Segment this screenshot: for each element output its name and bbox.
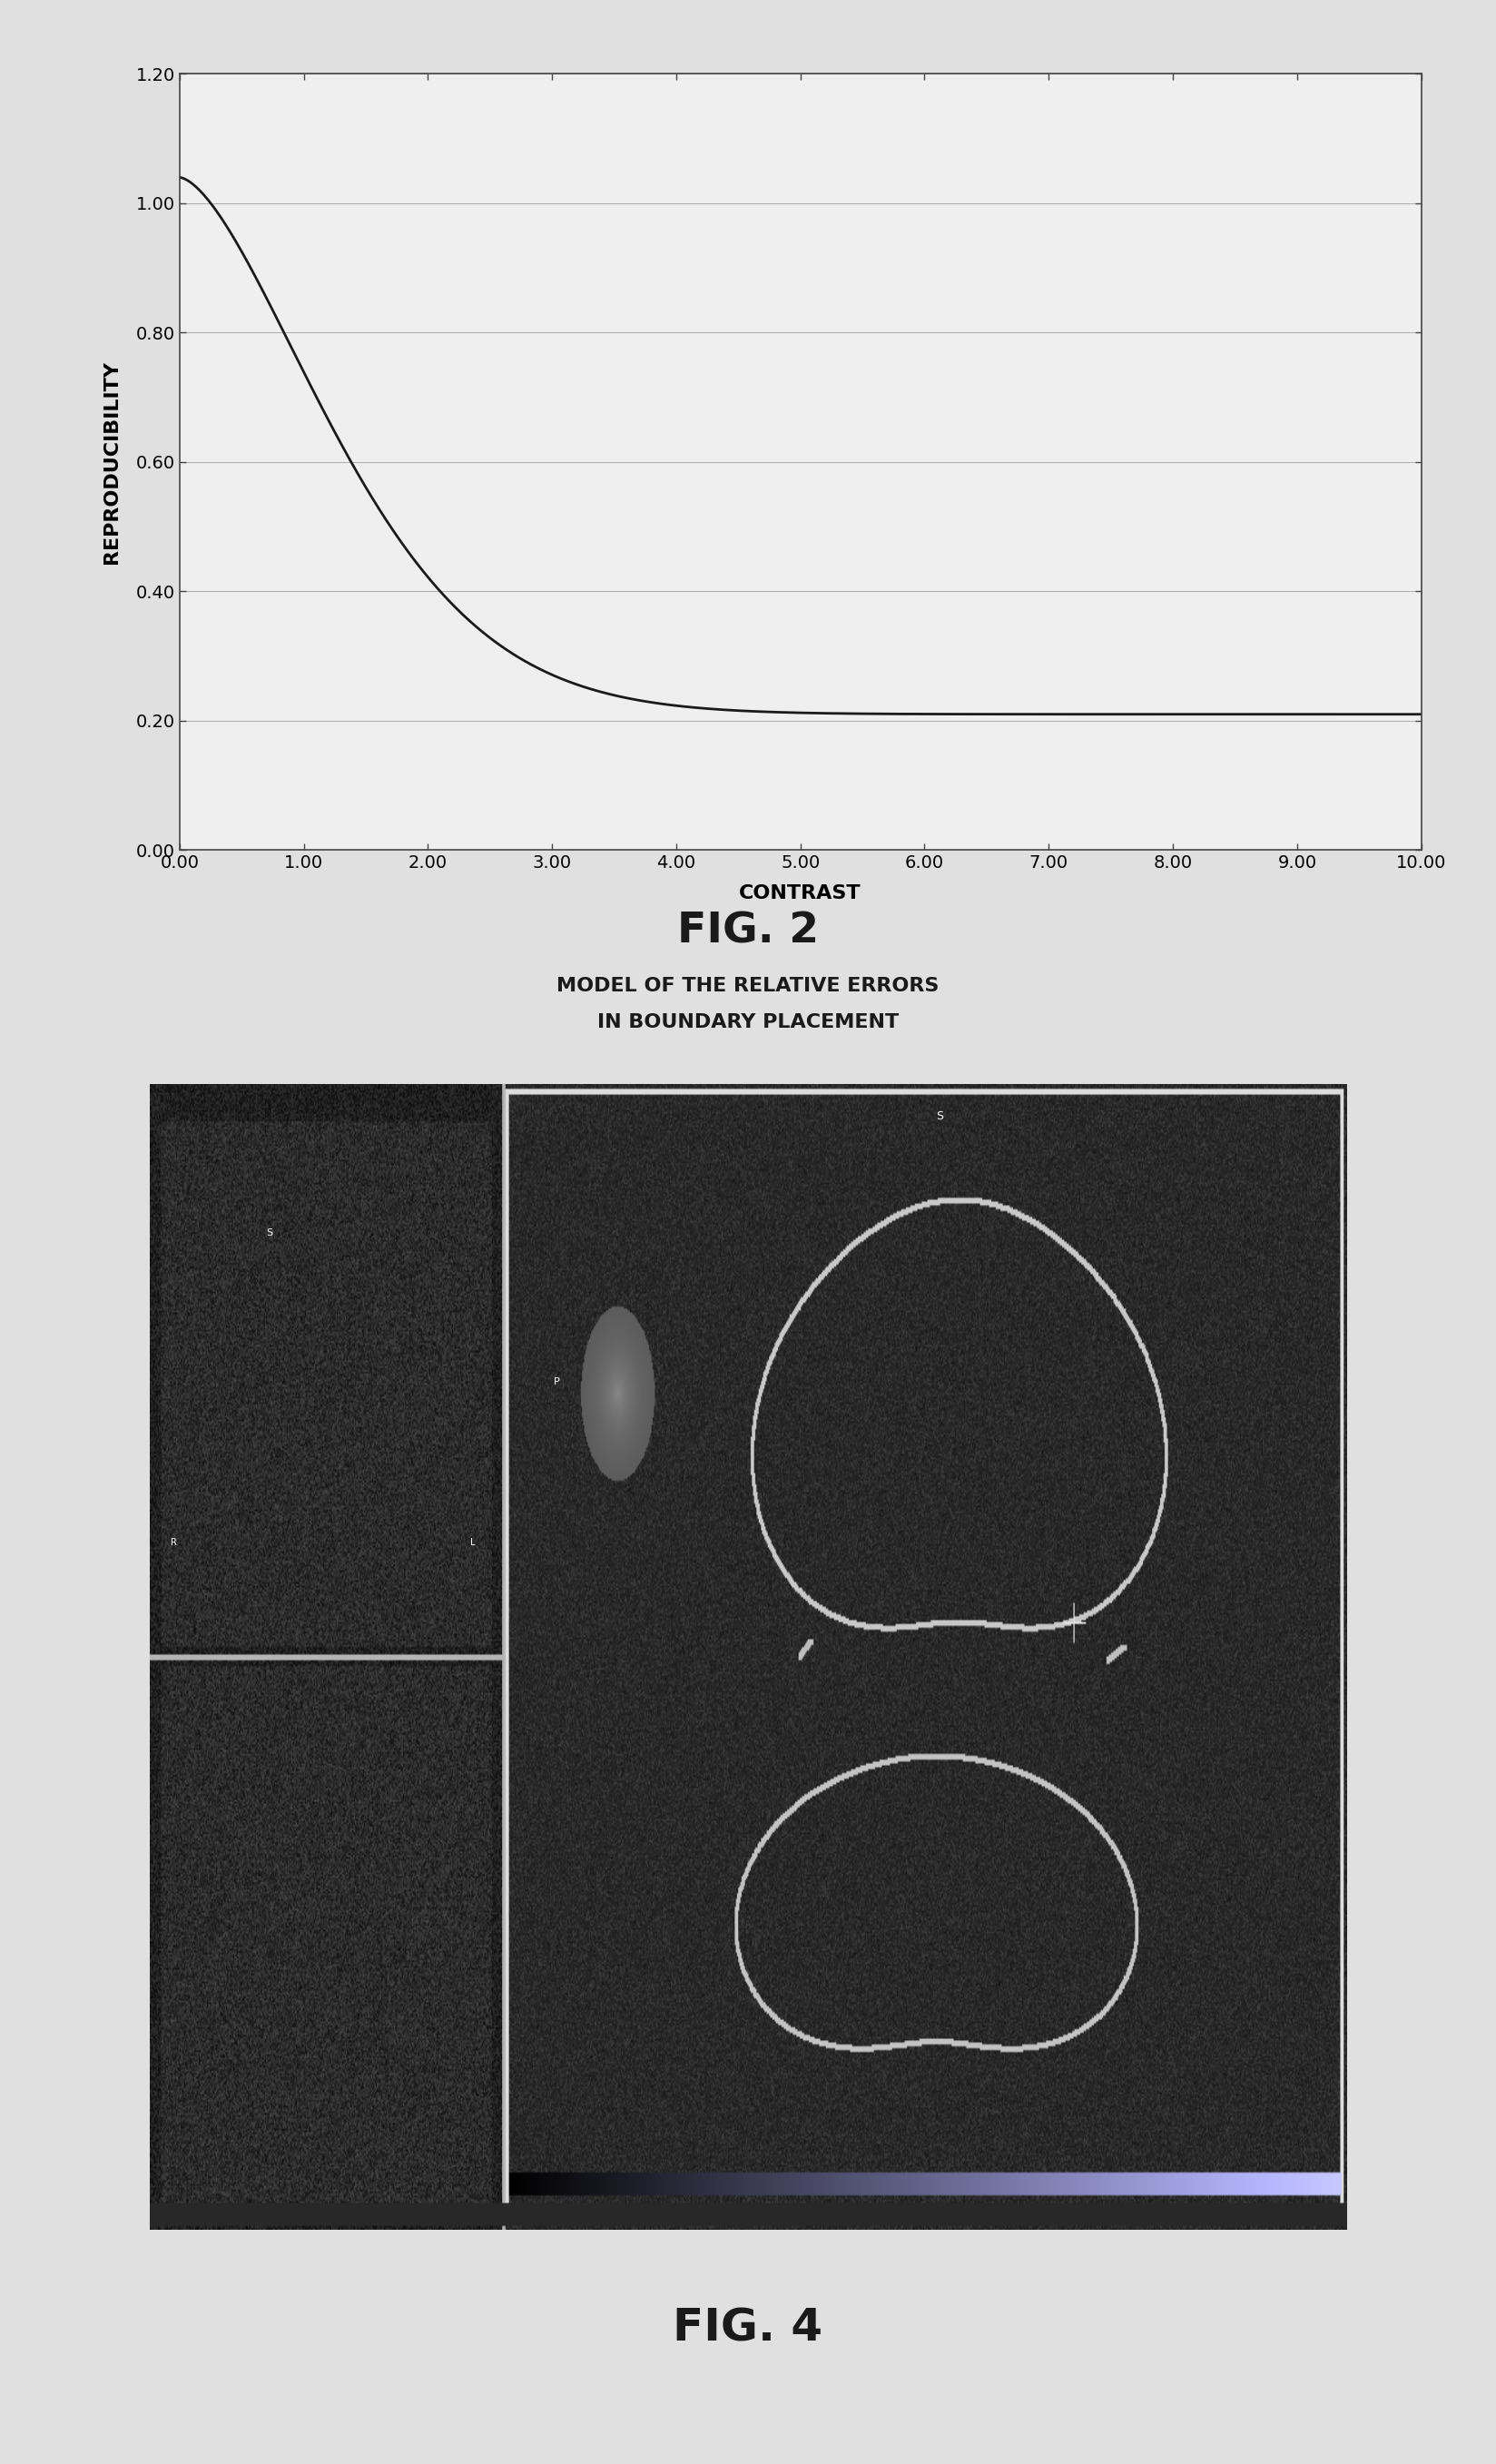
Text: P: P — [554, 1377, 560, 1387]
Text: IN BOUNDARY PLACEMENT: IN BOUNDARY PLACEMENT — [597, 1013, 899, 1032]
Text: FIG. 2: FIG. 2 — [678, 912, 818, 951]
Y-axis label: REPRODUCIBILITY: REPRODUCIBILITY — [103, 360, 121, 564]
Text: S: S — [266, 1230, 272, 1237]
Text: R: R — [171, 1538, 177, 1547]
X-axis label: CONTRAST: CONTRAST — [739, 885, 862, 902]
Text: MODEL OF THE RELATIVE ERRORS: MODEL OF THE RELATIVE ERRORS — [557, 976, 939, 995]
Text: S: S — [936, 1111, 942, 1121]
Text: L: L — [470, 1538, 476, 1547]
Text: FIG. 4: FIG. 4 — [673, 2306, 823, 2351]
